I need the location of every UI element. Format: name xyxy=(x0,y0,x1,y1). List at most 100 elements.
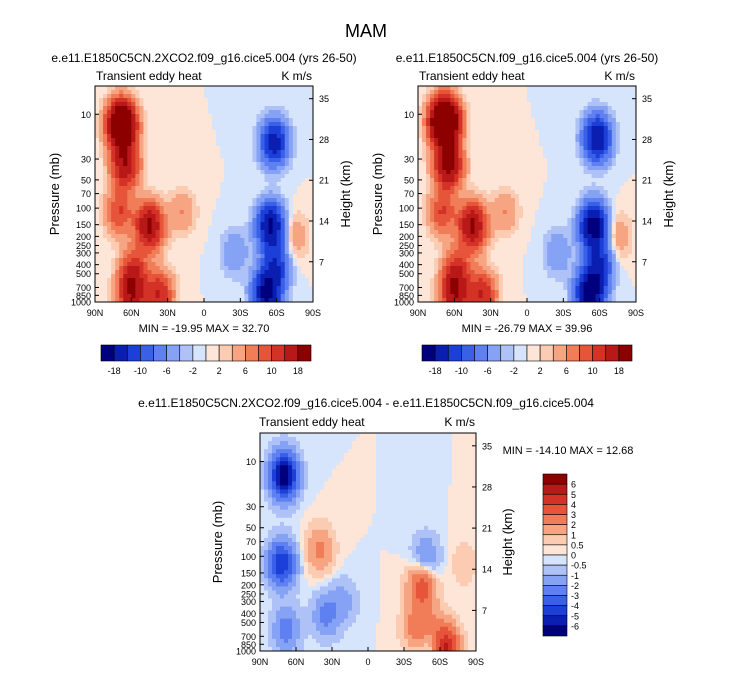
field-cell xyxy=(527,178,532,183)
field-cell xyxy=(139,214,145,219)
field-cell xyxy=(551,190,556,195)
field-cell xyxy=(167,154,173,159)
field-cell xyxy=(107,154,112,159)
field-cell xyxy=(195,182,201,187)
field-cell xyxy=(547,86,552,91)
field-cell xyxy=(308,98,313,103)
field-cell xyxy=(466,126,472,131)
field-cell xyxy=(591,214,597,219)
field-cell xyxy=(204,242,209,247)
field-cell xyxy=(103,290,108,295)
field-cell xyxy=(244,170,250,175)
field-cell xyxy=(547,118,552,123)
field-cell xyxy=(276,270,282,275)
field-cell xyxy=(268,174,274,179)
field-cell xyxy=(155,214,161,219)
field-cell xyxy=(514,170,520,175)
field-cell xyxy=(442,230,447,235)
field-cell xyxy=(458,146,464,151)
field-cell xyxy=(583,194,589,199)
field-cell xyxy=(240,154,245,159)
field-cell xyxy=(292,194,298,199)
field-cell xyxy=(236,238,241,243)
field-cell xyxy=(418,150,423,155)
field-cell xyxy=(559,226,564,231)
field-cell xyxy=(204,254,209,259)
field-cell xyxy=(603,206,609,211)
field-cell xyxy=(522,170,528,175)
field-cell xyxy=(208,258,213,263)
field-cell xyxy=(288,98,294,103)
field-cell xyxy=(240,266,245,271)
field-cell xyxy=(458,154,464,159)
field-cell xyxy=(159,234,165,239)
field-cell xyxy=(498,126,504,131)
field-cell xyxy=(575,230,581,235)
field-cell xyxy=(131,166,136,171)
field-cell xyxy=(575,182,581,187)
field-cell xyxy=(155,110,161,115)
field-cell xyxy=(268,90,274,95)
field-cell xyxy=(212,262,217,267)
field-cell xyxy=(252,186,258,191)
field-cell xyxy=(115,190,120,195)
field-cell xyxy=(288,178,294,183)
field-cell xyxy=(615,210,621,215)
field-cell xyxy=(288,234,294,239)
field-cell xyxy=(232,210,237,215)
field-cell xyxy=(208,174,213,179)
field-cell xyxy=(252,138,258,143)
field-cell xyxy=(563,190,568,195)
field-cell xyxy=(119,90,124,95)
field-cell xyxy=(563,126,568,131)
field-cell xyxy=(518,146,524,151)
field-cell xyxy=(454,174,459,179)
field-cell xyxy=(139,170,145,175)
field-cell xyxy=(212,210,217,215)
field-cell xyxy=(308,142,313,147)
field-cell xyxy=(115,154,120,159)
field-cell xyxy=(292,202,298,207)
field-cell xyxy=(615,182,621,187)
field-cell xyxy=(466,90,472,95)
field-cell xyxy=(502,210,508,215)
field-cell xyxy=(280,130,286,135)
field-cell xyxy=(143,106,149,111)
field-cell xyxy=(260,94,266,99)
field-cell xyxy=(506,210,512,215)
field-cell xyxy=(175,294,181,299)
field-cell xyxy=(220,222,225,227)
field-cell xyxy=(204,110,209,115)
field-cell xyxy=(615,118,621,123)
field-cell xyxy=(95,98,100,103)
field-cell xyxy=(619,130,625,135)
field-cell xyxy=(510,138,516,143)
field-cell xyxy=(212,150,217,155)
field-cell xyxy=(131,194,136,199)
field-cell xyxy=(543,102,548,107)
field-cell xyxy=(115,118,120,123)
field-cell xyxy=(599,146,605,151)
field-cell xyxy=(587,166,593,171)
field-cell xyxy=(147,178,153,183)
field-cell xyxy=(111,210,116,215)
field-cell xyxy=(208,110,213,115)
field-cell xyxy=(115,198,120,203)
field-cell xyxy=(208,206,213,211)
field-cell xyxy=(591,158,597,163)
field-cell xyxy=(502,98,508,103)
field-cell xyxy=(450,154,455,159)
field-cell xyxy=(187,294,193,299)
field-cell xyxy=(123,266,128,271)
field-cell xyxy=(280,118,286,123)
field-cell xyxy=(518,214,524,219)
field-cell xyxy=(462,174,468,179)
field-cell xyxy=(99,166,104,171)
field-cell xyxy=(478,90,484,95)
field-cell xyxy=(256,206,262,211)
field-cell xyxy=(559,122,564,127)
field-cell xyxy=(284,102,290,107)
field-cell xyxy=(236,86,241,91)
field-cell xyxy=(139,298,145,302)
field-cell xyxy=(623,110,629,115)
